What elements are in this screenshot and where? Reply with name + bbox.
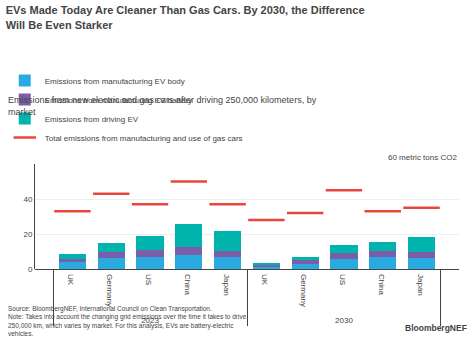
svg-text:40: 40 xyxy=(23,195,32,204)
svg-text:2030: 2030 xyxy=(335,316,353,325)
svg-text:China: China xyxy=(183,274,192,295)
svg-text:20: 20 xyxy=(23,230,32,239)
svg-text:UK: UK xyxy=(66,274,75,286)
svg-text:2023: 2023 xyxy=(141,316,159,325)
svg-text:UK: UK xyxy=(260,274,269,286)
svg-text:Emissions from new electric an: Emissions from new electric and gas cars… xyxy=(8,95,317,117)
svg-text:US: US xyxy=(338,274,347,285)
svg-text:Total emissions from manufactu: Total emissions from manufacturing and u… xyxy=(45,134,243,143)
svg-text:0: 0 xyxy=(28,265,33,274)
svg-text:China: China xyxy=(377,274,386,295)
svg-text:Japan: Japan xyxy=(416,274,425,296)
svg-text:Emissions from driving EV: Emissions from driving EV xyxy=(45,115,139,124)
svg-text:EVs Made Today Are Cleaner Tha: EVs Made Today Are Cleaner Than Gas Cars… xyxy=(6,4,365,30)
svg-text:Germany: Germany xyxy=(105,274,114,307)
svg-text:Germany: Germany xyxy=(299,274,308,307)
svg-text:Emissions from manufacturing E: Emissions from manufacturing EV body xyxy=(45,77,185,86)
svg-text:60 metric tons CO2: 60 metric tons CO2 xyxy=(388,153,457,162)
svg-text:Emissions from manufacturing E: Emissions from manufacturing EV battery xyxy=(45,96,192,105)
svg-text:US: US xyxy=(144,274,153,285)
svg-text:Source: BloombergNEF, Internat: Source: BloombergNEF, International Coun… xyxy=(8,305,247,337)
svg-text:BloombergNEF: BloombergNEF xyxy=(405,323,467,333)
svg-text:Japan: Japan xyxy=(222,274,231,296)
